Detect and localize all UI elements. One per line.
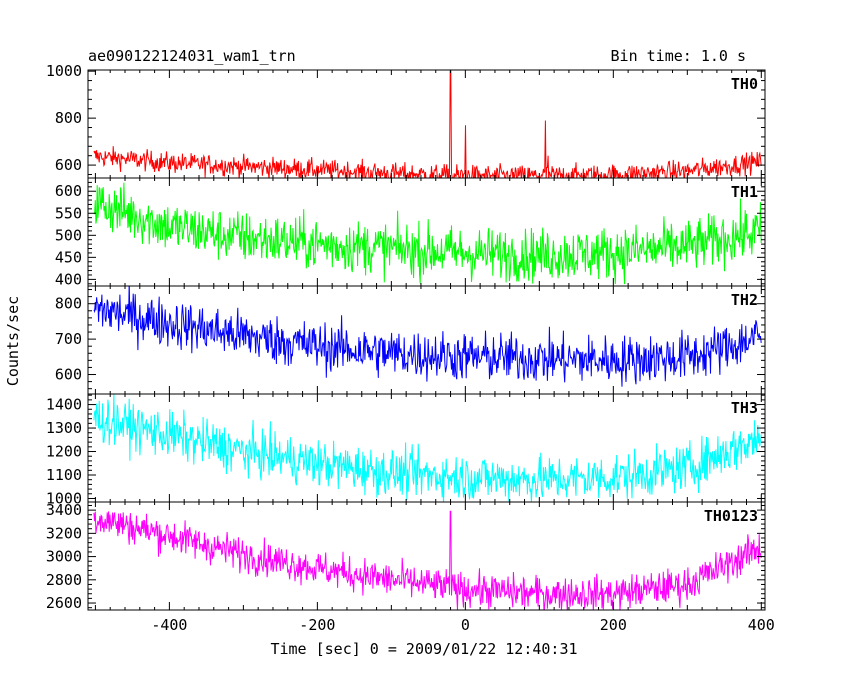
y-tick-label: 700: [55, 330, 82, 348]
y-axis-label: Counts/sec: [4, 296, 22, 386]
panel-th3: 1000 1100 1200 1300 1400 TH3: [46, 393, 766, 507]
y-tick-label: 500: [55, 226, 82, 244]
panel-frame: [87, 393, 766, 503]
panel-label: TH2: [731, 291, 758, 309]
y-tick-label: 550: [55, 204, 82, 222]
series-line-th3: [93, 394, 762, 502]
y-tick-label: 450: [55, 248, 82, 266]
chart-title: ae090122124031_wam1_trn: [88, 47, 296, 65]
panel-label: TH0123: [704, 507, 758, 525]
y-tick-label: 2600: [46, 594, 82, 612]
bin-time-label: Bin time: 1.0 s: [611, 47, 746, 65]
panel-th0: 600 800 1000 TH0: [46, 62, 766, 179]
panel-label: TH1: [731, 183, 758, 201]
panel-th1: 400 450 500 550 600 TH1: [55, 177, 766, 288]
x-tick-label: 400: [748, 616, 775, 634]
y-tick-label: 800: [55, 295, 82, 313]
x-tick-label: -200: [299, 616, 335, 634]
y-tick-label: 1200: [46, 443, 82, 461]
x-tick-label: 0: [461, 616, 470, 634]
y-tick-label: 400: [55, 270, 82, 288]
y-tick-label: 3400: [46, 501, 82, 519]
panel-th2: 600 700 800 TH2: [55, 285, 766, 395]
y-tick-label: 1300: [46, 419, 82, 437]
panel-frame: [87, 501, 766, 611]
panel-th0123: 2600 2800 3000 3200 3400 TH0123: [46, 501, 766, 612]
y-tick-label: 3200: [46, 524, 82, 542]
x-tick-label: -400: [151, 616, 187, 634]
y-tick-label: 600: [55, 156, 82, 174]
y-tick-label: 1000: [46, 489, 82, 507]
x-tick-label: 200: [600, 616, 627, 634]
x-axis-label: Time [sec] 0 = 2009/01/22 12:40:31: [270, 640, 577, 658]
series-line-th0123: [93, 510, 762, 610]
y-tick-label: 600: [55, 366, 82, 384]
series-line-th1: [93, 182, 762, 285]
panel-label: TH0: [731, 75, 758, 93]
panel-label: TH3: [731, 399, 758, 417]
y-tick-label: 1000: [46, 62, 82, 80]
series-line-th2: [93, 286, 762, 387]
y-tick-label: 1400: [46, 396, 82, 414]
y-tick-label: 1100: [46, 466, 82, 484]
y-tick-label: 3000: [46, 548, 82, 566]
panels-group: 600 800 1000 TH0 400 450 500 550 600 TH1 600 700 800…: [46, 62, 775, 634]
y-tick-label: 800: [55, 109, 82, 127]
series-line-th0: [93, 70, 762, 178]
y-tick-label: 600: [55, 182, 82, 200]
y-tick-label: 2800: [46, 571, 82, 589]
